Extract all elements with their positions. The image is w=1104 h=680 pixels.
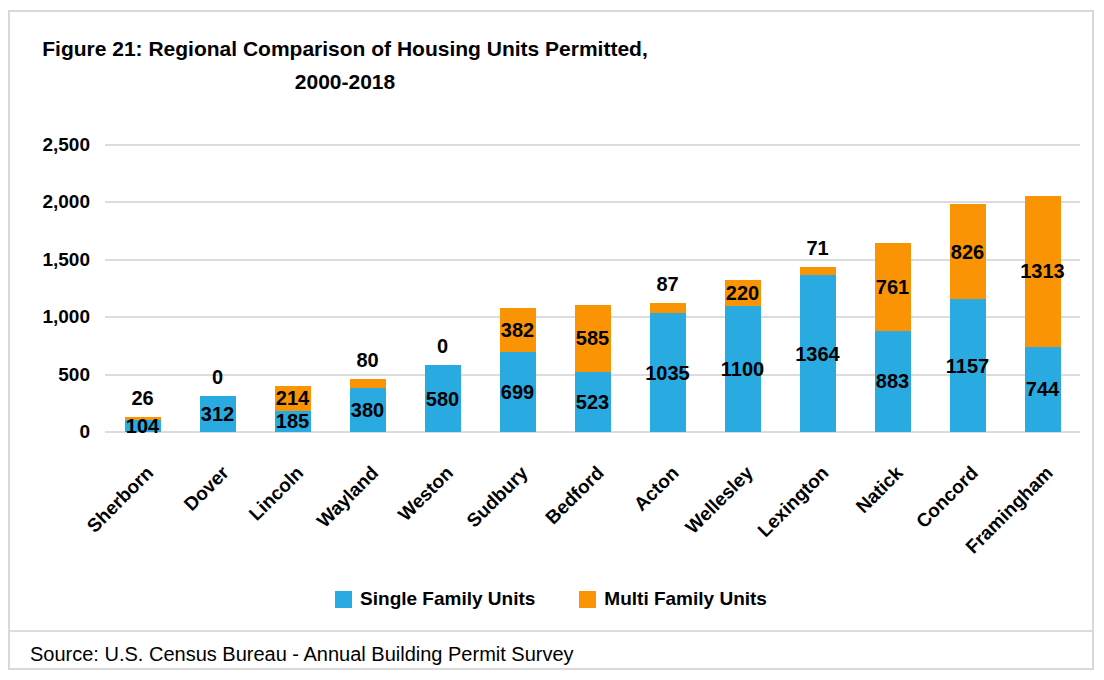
data-label-single-family: 744 [1005, 376, 1080, 402]
data-label-single-family: 523 [555, 389, 630, 415]
legend-swatch-single-family-icon [335, 591, 352, 608]
data-label-multi-family: 1313 [1005, 258, 1080, 284]
data-label-single-family: 1100 [705, 356, 780, 382]
data-label-multi-family: 761 [855, 274, 930, 300]
data-label-multi-family: 0 [405, 333, 480, 359]
data-label-multi-family: 0 [180, 364, 255, 390]
data-label-single-family: 312 [180, 401, 255, 427]
data-label-single-family: 883 [855, 368, 930, 394]
chart-bottom-border [10, 630, 1092, 632]
x-axis-label: Dover [179, 462, 233, 516]
data-label-multi-family: 26 [105, 385, 180, 411]
legend-label-multi-family: Multi Family Units [604, 588, 767, 610]
data-label-multi-family: 71 [780, 235, 855, 261]
x-axis-label: Wellesley [682, 462, 759, 539]
data-label-multi-family: 87 [630, 271, 705, 297]
chart-title: Figure 21: Regional Comparison of Housin… [20, 32, 670, 98]
gridline [105, 144, 1080, 146]
y-axis-label: 2,500 [10, 132, 90, 158]
data-label-single-family: 699 [480, 379, 555, 405]
x-axis-label: Acton [629, 462, 683, 516]
chart-title-line2: 2000-2018 [20, 65, 670, 98]
x-axis-label: Concord [912, 462, 983, 533]
data-label-single-family: 580 [405, 386, 480, 412]
data-label-single-family: 104 [105, 413, 180, 439]
data-label-multi-family: 220 [705, 280, 780, 306]
data-label-single-family: 1035 [630, 360, 705, 386]
legend-label-single-family: Single Family Units [360, 588, 535, 610]
chart-title-line1: Figure 21: Regional Comparison of Housin… [20, 32, 670, 65]
legend-item-multi-family: Multi Family Units [579, 588, 767, 610]
data-label-multi-family: 826 [930, 239, 1005, 265]
bar-segment-multi-family [350, 379, 386, 388]
bar-segment-multi-family [650, 303, 686, 313]
data-label-multi-family: 585 [555, 325, 630, 351]
x-axis-label: Sherborn [83, 462, 158, 537]
y-axis-label: 1,000 [10, 304, 90, 330]
data-label-single-family: 1157 [930, 353, 1005, 379]
data-label-multi-family: 80 [330, 347, 405, 373]
x-axis-label: Bedford [541, 462, 608, 529]
data-label-single-family: 185 [255, 408, 330, 434]
data-label-multi-family: 382 [480, 317, 555, 343]
x-axis-label: Natick [852, 462, 908, 518]
chart-legend: Single Family Units Multi Family Units [10, 588, 1092, 610]
x-axis-label: Lincoln [245, 462, 308, 525]
data-label-multi-family: 214 [255, 385, 330, 411]
x-axis-label: Sudbury [463, 462, 533, 532]
source-note: Source: U.S. Census Bureau - Annual Buil… [30, 643, 574, 666]
legend-swatch-multi-family-icon [579, 591, 596, 608]
legend-item-single-family: Single Family Units [335, 588, 535, 610]
data-label-single-family: 380 [330, 397, 405, 423]
y-axis-label: 1,500 [10, 247, 90, 273]
gridline [105, 201, 1080, 203]
bar-segment-multi-family [800, 267, 836, 275]
y-axis-label: 0 [10, 419, 90, 445]
data-label-single-family: 1364 [780, 341, 855, 367]
x-axis-label: Weston [394, 462, 458, 526]
figure-container: Figure 21: Regional Comparison of Housin… [8, 10, 1094, 670]
plot-area: 2,5002,0001,5001,000500010426Sherborn312… [105, 145, 1080, 432]
y-axis-label: 500 [10, 362, 90, 388]
x-axis-label: Wayland [313, 462, 383, 532]
x-axis-label: Lexington [753, 462, 833, 542]
y-axis-label: 2,000 [10, 189, 90, 215]
